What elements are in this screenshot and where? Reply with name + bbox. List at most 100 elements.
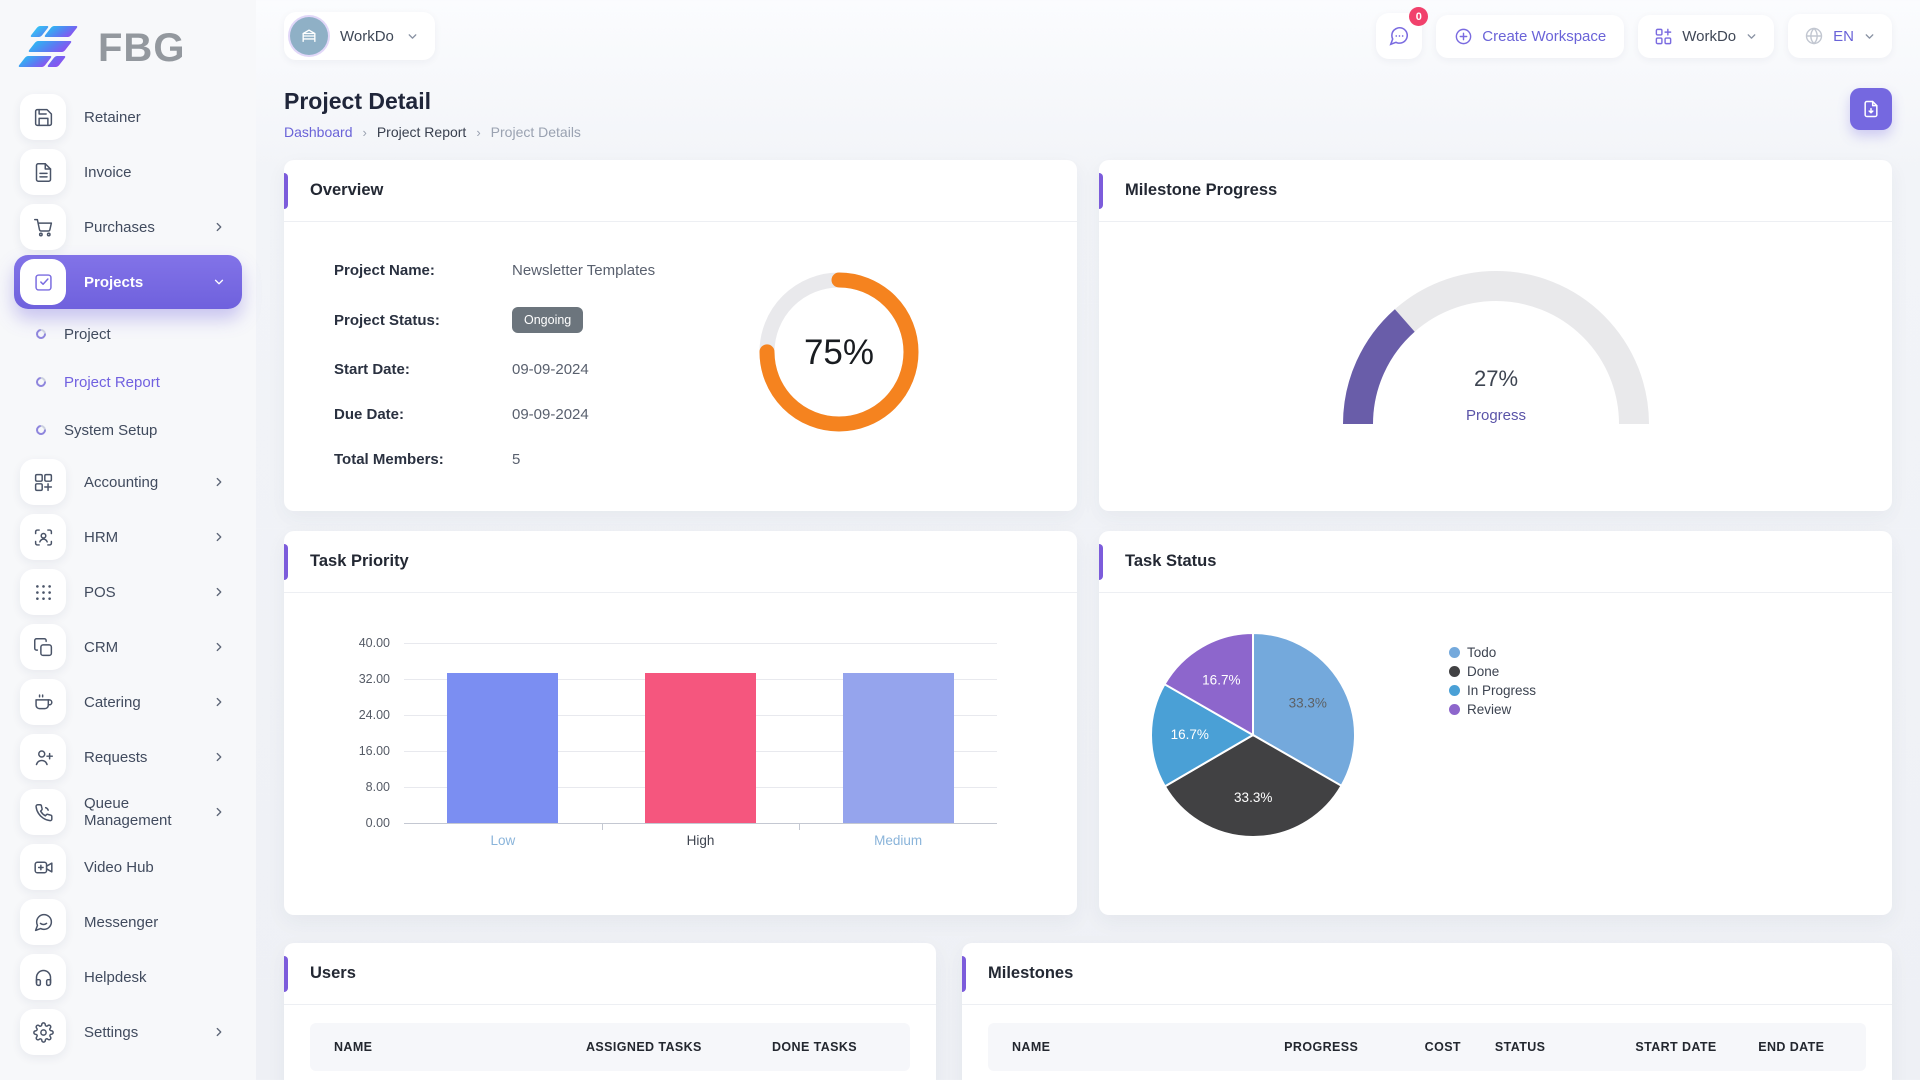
bar-medium: [842, 673, 954, 823]
page-title: Project Detail: [284, 88, 431, 114]
field-value: 09-09-2024: [512, 361, 589, 378]
overview-field-project-status: Project Status: Ongoing: [334, 307, 751, 333]
breadcrumb-dashboard[interactable]: Dashboard: [284, 124, 353, 140]
overview-card-body: Project Name: Newsletter Templates Project…: [284, 222, 1077, 496]
column-header-name: NAME: [1012, 1040, 1051, 1054]
chevron-right-icon: [212, 750, 226, 764]
overview-fields: Project Name: Newsletter Templates Project…: [334, 262, 751, 496]
pie-slice-review: [1163, 631, 1254, 737]
milestone-progress-gauge-chart: 27% Progress: [1099, 222, 1892, 432]
sidebar-item-label: Messenger: [84, 913, 159, 931]
sidebar-item-catering[interactable]: Catering: [14, 675, 242, 729]
chevron-right-icon: [212, 475, 226, 489]
language-selector[interactable]: EN: [1788, 14, 1892, 58]
legend-item-in-progress[interactable]: In Progress: [1449, 681, 1536, 700]
breadcrumb: Dashboard › Project Report › Project Details: [284, 124, 581, 140]
chevron-right-icon: [212, 220, 226, 234]
chevron-down-icon: [406, 30, 419, 43]
pie-slice-label: 33.3%: [1234, 790, 1272, 805]
workspace-selector[interactable]: WorkDo: [284, 12, 435, 60]
topbar-actions: 0 Create Workspace WorkDo EN: [1376, 7, 1892, 59]
pie-slice-todo: [1252, 631, 1356, 788]
sidebar-nav: Retainer Invoice Purchases Projects Project P…: [0, 90, 256, 1059]
sidebar-subitem-system-setup[interactable]: System Setup: [33, 406, 256, 454]
users-card: Users NAME ASSIGNED TASKS DONE TASKS: [284, 943, 936, 1080]
sidebar-item-pos[interactable]: POS: [14, 565, 242, 619]
x-axis-tick: [601, 823, 603, 830]
legend-item-done[interactable]: Done: [1449, 662, 1536, 681]
legend-item-todo[interactable]: Todo: [1449, 643, 1536, 662]
field-label: Total Members:: [334, 451, 444, 468]
sidebar-item-label: Queue Management: [84, 795, 172, 829]
legend-dot-icon: [1449, 704, 1460, 715]
sidebar-item-label: Requests: [84, 748, 148, 766]
sidebar-item-purchases[interactable]: Purchases: [14, 200, 242, 254]
catering-icon: [20, 679, 66, 725]
pie-slice-label: 16.7%: [1171, 727, 1209, 742]
field-label: Start Date:: [334, 361, 410, 378]
sidebar-item-hrm[interactable]: HRM: [14, 510, 242, 564]
sidebar-item-messenger[interactable]: Messenger: [14, 895, 242, 949]
sidebar-item-label: Catering: [84, 693, 141, 711]
sidebar-item-crm[interactable]: CRM: [14, 620, 242, 674]
card-accent-bar: [284, 173, 288, 209]
file-export-icon: [1864, 100, 1878, 118]
gridline: [404, 823, 997, 824]
retainer-icon: [20, 94, 66, 140]
chevron-right-icon: [212, 695, 226, 709]
sidebar-item-helpdesk[interactable]: Helpdesk: [14, 950, 242, 1004]
queue-icon: [20, 789, 66, 835]
column-header-start-date: START DATE: [1635, 1040, 1717, 1054]
y-axis-tick-label: 24.00: [358, 708, 390, 722]
field-value: 09-09-2024: [512, 406, 589, 423]
sidebar-item-retainer[interactable]: Retainer: [14, 90, 242, 144]
cards-row-2: Task Priority 0.00 8.00 16.00 24.00 32.00 40.…: [284, 531, 1892, 915]
x-axis-label-high: High: [686, 833, 715, 848]
chevron-right-icon: [212, 530, 226, 544]
svg-text:75%: 75%: [804, 333, 874, 372]
sidebar-item-queue-management[interactable]: Queue Management: [14, 785, 242, 839]
sidebar-subitem-project-report[interactable]: Project Report: [33, 358, 256, 406]
breadcrumb-project-report[interactable]: Project Report: [376, 124, 467, 140]
messages-button[interactable]: 0: [1376, 7, 1429, 59]
bar-high: [645, 673, 756, 823]
milestones-table-header: NAME PROGRESS COST STATUS START DATE END DATE: [988, 1023, 1866, 1071]
milestones-table: NAME PROGRESS COST STATUS START DATE END DATE: [962, 1005, 1892, 1071]
overview-field-project-name: Project Name: Newsletter Templates: [334, 262, 751, 279]
pie-slice-in-progress: [1150, 682, 1255, 788]
bullet-ring-icon: [33, 374, 49, 390]
users-table: NAME ASSIGNED TASKS DONE TASKS: [284, 1005, 936, 1071]
bullet-ring-icon: [33, 326, 49, 342]
messages-badge: 0: [1409, 7, 1429, 26]
sidebar-subitem-project[interactable]: Project: [33, 310, 256, 358]
requests-icon: [20, 734, 66, 780]
legend-label: Todo: [1467, 645, 1497, 660]
brand-logo[interactable]: FBG: [0, 14, 256, 78]
sidebar-item-accounting[interactable]: Accounting: [14, 455, 242, 509]
task-status-legend: Todo Done In Progress Review: [1449, 643, 1536, 848]
workdo-menu-label: WorkDo: [1682, 27, 1737, 45]
plus-circle-icon: [1455, 28, 1472, 44]
legend-dot-icon: [1449, 685, 1460, 696]
sidebar-subitem-label: System Setup: [64, 421, 158, 439]
pie-slice-label: 16.7%: [1202, 672, 1240, 687]
sidebar-item-projects[interactable]: Projects: [14, 255, 242, 309]
grid-plus-icon: [1655, 28, 1672, 44]
purchases-icon: [20, 204, 66, 250]
brand-logo-text: FBG: [98, 26, 186, 70]
sidebar-subitem-label: Project Report: [64, 373, 160, 391]
field-label: Due Date:: [334, 406, 405, 423]
sidebar-item-video-hub[interactable]: Video Hub: [14, 840, 242, 894]
workdo-menu-button[interactable]: WorkDo: [1638, 14, 1775, 58]
task-priority-card-header: Task Priority: [284, 531, 1077, 593]
overview-field-due-date: Due Date: 09-09-2024: [334, 406, 751, 423]
legend-item-review[interactable]: Review: [1449, 700, 1536, 719]
sidebar-item-settings[interactable]: Settings: [14, 1005, 242, 1059]
sidebar-item-requests[interactable]: Requests: [14, 730, 242, 784]
field-value: 5: [512, 451, 521, 468]
sidebar-item-invoice[interactable]: Invoice: [14, 145, 242, 199]
create-workspace-button[interactable]: Create Workspace: [1436, 14, 1625, 58]
column-header-status: STATUS: [1494, 1040, 1546, 1054]
sidebar: FBG Retainer Invoice Purchases Projects Proj…: [0, 0, 256, 1080]
export-report-button[interactable]: [1850, 88, 1892, 130]
